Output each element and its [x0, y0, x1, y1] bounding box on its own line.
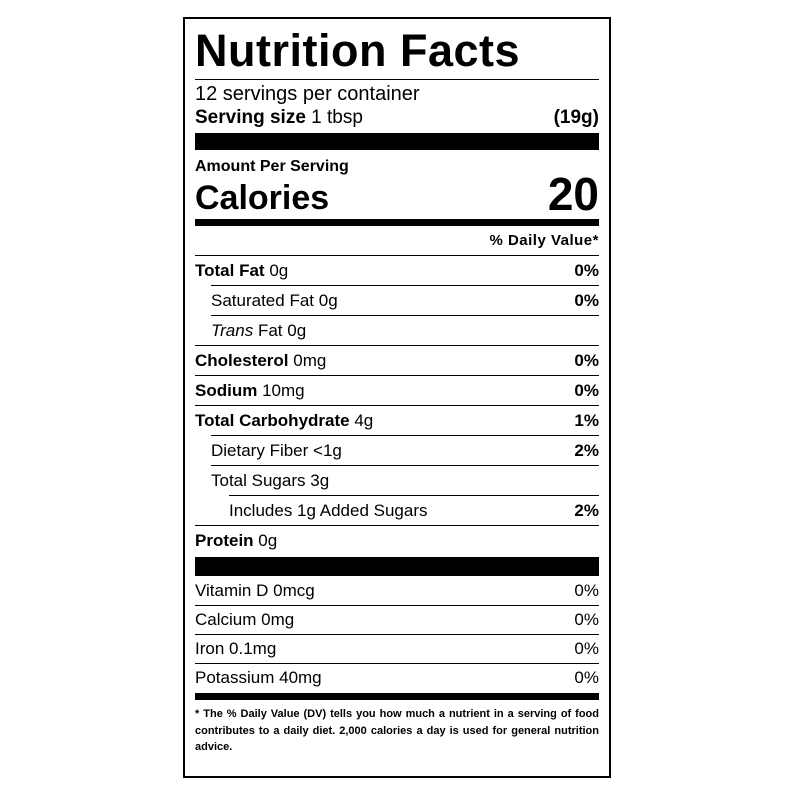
- divider: [195, 557, 599, 576]
- serving-size-weight: (19g): [553, 107, 599, 128]
- nutrient-name: Cholesterol: [195, 350, 289, 370]
- daily-value-header: % Daily Value*: [489, 232, 599, 249]
- nutrient-amount: 0mg: [293, 350, 327, 370]
- nutrient-dv: 0%: [574, 260, 599, 280]
- nutrient-amount: 0g: [287, 320, 307, 340]
- vitamin-row: Potassium 40mg 0%: [195, 663, 599, 692]
- nutrient-amount: 0g: [269, 260, 289, 280]
- nutrient-name: Sodium: [195, 380, 258, 400]
- nutrient-row: Protein 0g: [195, 525, 599, 555]
- vitamin-amount: 0mcg: [273, 580, 315, 600]
- nutrient-row: Total Sugars 3g: [211, 465, 599, 495]
- vitamin-row: Iron 0.1mg 0%: [195, 634, 599, 663]
- nutrient-row: Trans Fat 0g: [211, 315, 599, 345]
- calories-label: Calories: [195, 179, 330, 217]
- nutrient-amount: <1g: [313, 440, 342, 460]
- footnote: * The % Daily Value (DV) tells you how m…: [195, 708, 599, 753]
- serving-size-amount: 1 tbsp: [311, 107, 363, 128]
- nutrient-dv: 0%: [574, 350, 599, 370]
- nutrient-row: Sodium 10mg 0%: [195, 375, 599, 405]
- vitamin-amount: 0.1mg: [229, 639, 277, 658]
- nutrient-amount: 4g: [354, 410, 374, 430]
- nutrient-name: Saturated Fat: [211, 290, 315, 310]
- nutrient-row: Total Fat 0g 0%: [195, 255, 599, 285]
- vitamin-dv: 0%: [574, 668, 599, 687]
- nutrient-dv: 1%: [574, 410, 599, 430]
- nutrient-name: Total Carbohydrate: [195, 410, 350, 430]
- nutrient-name: Total Sugars: [211, 470, 306, 490]
- nutrient-dv: 2%: [574, 500, 599, 520]
- nutrient-row: Includes 1g Added Sugars 2%: [229, 495, 599, 525]
- nutrient-name-italic: Trans: [211, 320, 254, 340]
- vitamin-row: Vitamin D 0mcg 0%: [195, 576, 599, 605]
- nutrient-name: Total Fat: [195, 260, 265, 280]
- nutrient-name: Includes 1g Added Sugars: [229, 500, 428, 520]
- vitamin-name: Potassium: [195, 668, 275, 687]
- serving-size-group: Serving size 1 tbsp: [195, 106, 363, 130]
- calories: Calories 20: [195, 171, 599, 217]
- vitamin-name: Calcium: [195, 610, 257, 629]
- divider: [195, 693, 599, 700]
- vitamin-name: Iron: [195, 639, 225, 658]
- nutrient-row: Total Carbohydrate 4g 1%: [195, 405, 599, 435]
- nutrient-name: Dietary Fiber: [211, 440, 309, 460]
- nutrient-dv: 0%: [574, 290, 599, 310]
- vitamin-dv: 0%: [574, 639, 599, 658]
- nutrient-row: Saturated Fat 0g 0%: [211, 285, 599, 315]
- vitamin-name: Vitamin D: [195, 580, 269, 600]
- vitamin-amount: 40mg: [279, 668, 322, 687]
- nutrient-row: Cholesterol 0mg 0%: [195, 345, 599, 375]
- serving-size: Serving size 1 tbsp (19g): [195, 106, 599, 130]
- nutrient-amount: 3g: [310, 470, 330, 490]
- nutrient-amount: 10mg: [262, 380, 305, 400]
- serving-size-label: Serving size: [195, 107, 306, 128]
- vitamin-dv: 0%: [574, 610, 599, 629]
- nutrient-name: Protein: [195, 530, 254, 550]
- amount-per-serving: Amount Per Serving: [195, 158, 349, 175]
- divider: [195, 219, 599, 226]
- vitamin-row: Calcium 0mg 0%: [195, 605, 599, 634]
- nutrient-amount: 0g: [258, 530, 278, 550]
- nutrition-label: Nutrition Facts 12 servings per containe…: [183, 17, 611, 778]
- nutrient-name: Fat: [257, 320, 283, 340]
- vitamin-dv: 0%: [574, 580, 599, 600]
- nutrient-amount: 0g: [318, 290, 338, 310]
- servings: 12 servings per container: [195, 83, 420, 105]
- nutrient-row: Dietary Fiber <1g 2%: [211, 435, 599, 465]
- title: Nutrition Facts: [195, 25, 599, 80]
- nutrient-dv: 2%: [574, 440, 599, 460]
- divider: [195, 133, 599, 150]
- calories-value: 20: [547, 168, 599, 220]
- nutrient-dv: 0%: [574, 380, 599, 400]
- vitamin-amount: 0mg: [261, 610, 295, 629]
